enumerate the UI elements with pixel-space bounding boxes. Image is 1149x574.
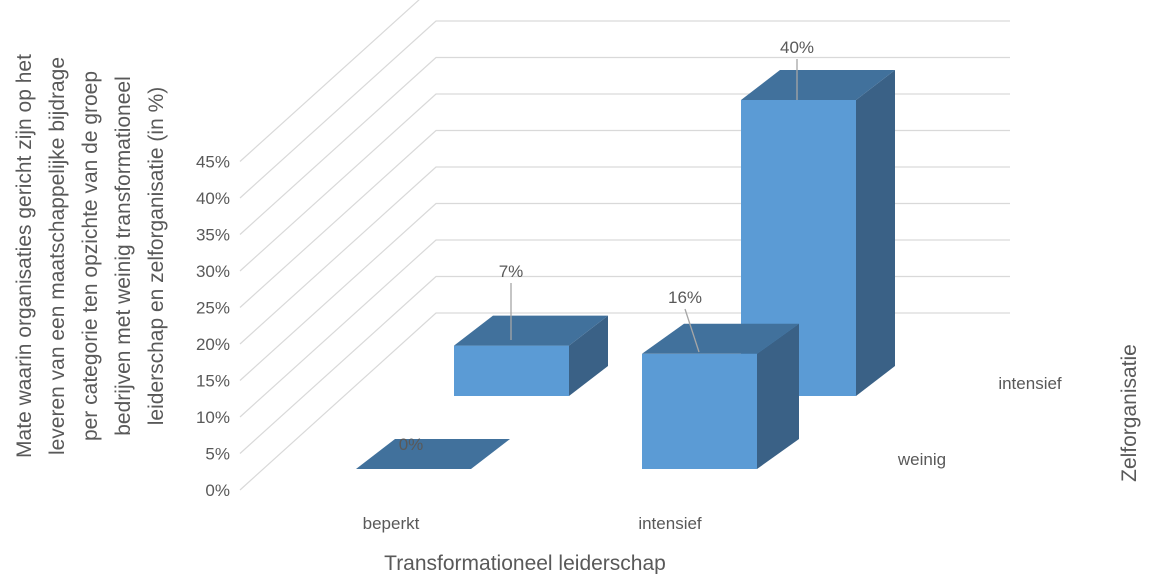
bar-weinig-beperkt <box>356 439 510 469</box>
y-axis-title-line-4: bedrijven met weinig transformationeel <box>112 76 135 436</box>
y-axis-title: Mate waarin organisaties gericht zijn op… <box>13 54 168 458</box>
y-tick-label: 35% <box>196 226 230 245</box>
bar-side <box>569 315 608 396</box>
bar-weinig-intensief <box>642 323 799 469</box>
gridline <box>239 20 1010 199</box>
y-tick-label: 20% <box>196 335 230 354</box>
depth-category-intensief: intensief <box>998 374 1062 393</box>
gridline <box>239 56 1010 235</box>
y-axis-title-line-1: Mate waarin organisaties gericht zijn op… <box>13 54 36 458</box>
depth-category-weinig: weinig <box>897 450 946 469</box>
bar-side <box>856 70 895 396</box>
x-category-intensief: intensief <box>638 514 702 533</box>
depth-axis-title: Zelforganisatie <box>1118 344 1141 482</box>
y-tick-label: 10% <box>196 408 230 427</box>
data-label: 0% <box>399 435 424 454</box>
y-axis-title-line-2: leveren van een maatschappelijke bijdrag… <box>46 57 69 455</box>
y-tick-label: 45% <box>196 153 230 172</box>
x-axis-title: Transformationeel leiderschap <box>384 552 666 574</box>
bar-front <box>642 353 757 469</box>
x-category-beperkt: beperkt <box>363 514 420 533</box>
y-tick-label: 40% <box>196 189 230 208</box>
bar-front <box>454 345 569 396</box>
bars <box>356 70 895 469</box>
gridline <box>239 0 420 162</box>
bar-top <box>741 70 895 100</box>
data-labels: 7% 40% 0% 16% <box>399 38 814 454</box>
data-label-leader <box>684 308 700 353</box>
y-axis-title-line-3: per categorie ten opzichte van de groep <box>79 71 102 441</box>
y-tick-label: 15% <box>196 372 230 391</box>
y-tick-label: 5% <box>205 445 230 464</box>
data-label: 40% <box>780 38 814 57</box>
y-axis-ticks: 0% 5% 10% 15% 20% 25% 30% 35% 40% 45% <box>196 153 230 501</box>
data-label: 7% <box>499 262 524 281</box>
y-tick-label: 0% <box>205 481 230 500</box>
y-axis-title-line-5: leiderschap en zelforganisatie (in %) <box>145 87 168 426</box>
bar-top <box>454 315 608 346</box>
gridlines <box>239 0 1010 491</box>
bar-intensief-beperkt <box>454 315 608 396</box>
data-label: 16% <box>668 288 702 307</box>
y-tick-label: 25% <box>196 299 230 318</box>
y-tick-label: 30% <box>196 262 230 281</box>
bar-side <box>757 323 799 469</box>
bar-top <box>642 323 799 354</box>
bar-top <box>356 439 510 469</box>
